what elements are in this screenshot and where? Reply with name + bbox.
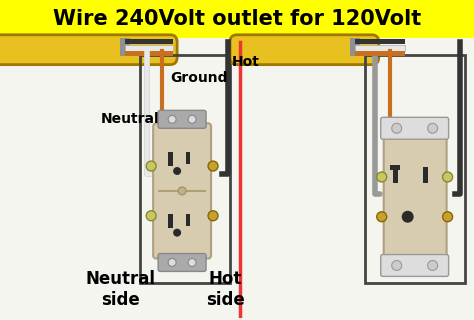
Bar xyxy=(140,55,230,284)
Circle shape xyxy=(146,211,156,221)
Bar xyxy=(355,39,405,44)
Text: Ground: Ground xyxy=(170,70,228,84)
FancyBboxPatch shape xyxy=(381,117,448,139)
Bar xyxy=(0,0,474,38)
Bar xyxy=(125,51,173,56)
Bar xyxy=(168,214,173,228)
FancyBboxPatch shape xyxy=(381,254,448,276)
Text: Wire 240Volt outlet for 120Volt: Wire 240Volt outlet for 120Volt xyxy=(53,9,421,29)
Circle shape xyxy=(168,115,176,123)
Text: Neutral
side: Neutral side xyxy=(85,270,155,309)
Circle shape xyxy=(188,259,196,267)
Circle shape xyxy=(392,123,401,133)
FancyBboxPatch shape xyxy=(0,35,177,65)
Circle shape xyxy=(178,187,186,195)
Bar xyxy=(355,51,405,56)
Circle shape xyxy=(392,260,401,270)
Text: Neutral: Neutral xyxy=(100,112,159,126)
Circle shape xyxy=(443,172,453,182)
Circle shape xyxy=(173,167,181,175)
Circle shape xyxy=(377,212,387,222)
Circle shape xyxy=(377,172,387,182)
Circle shape xyxy=(188,115,196,123)
FancyBboxPatch shape xyxy=(158,110,206,128)
Bar xyxy=(350,38,360,56)
Text: Hot: Hot xyxy=(232,55,260,69)
Bar xyxy=(390,165,400,170)
Bar xyxy=(423,167,428,183)
Circle shape xyxy=(168,259,176,267)
Circle shape xyxy=(208,211,218,221)
Bar xyxy=(186,214,190,226)
Circle shape xyxy=(443,212,453,222)
Circle shape xyxy=(428,260,438,270)
Circle shape xyxy=(401,211,414,223)
FancyBboxPatch shape xyxy=(384,133,447,260)
Bar xyxy=(355,45,405,51)
Bar xyxy=(186,152,190,164)
Bar xyxy=(392,167,398,183)
Bar xyxy=(120,38,130,56)
Bar xyxy=(125,45,173,51)
Circle shape xyxy=(173,229,181,236)
Bar xyxy=(365,55,465,284)
FancyBboxPatch shape xyxy=(230,35,379,65)
Text: Hot
side: Hot side xyxy=(206,270,245,309)
Circle shape xyxy=(208,161,218,171)
Circle shape xyxy=(428,123,438,133)
FancyBboxPatch shape xyxy=(158,253,206,271)
FancyBboxPatch shape xyxy=(153,123,211,259)
Bar xyxy=(168,152,173,166)
Bar xyxy=(125,39,173,44)
Circle shape xyxy=(146,161,156,171)
